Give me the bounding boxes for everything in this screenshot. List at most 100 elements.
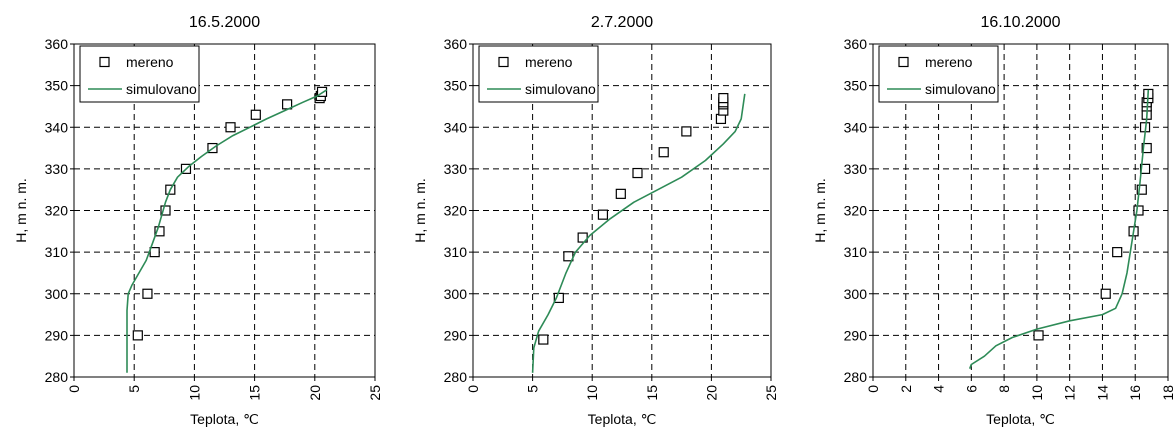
x-tick-label: 10 [186,385,202,401]
x-axis-label: Teplota, ℃ [986,411,1055,427]
series-simulovano [968,89,1150,369]
data-point [718,93,729,104]
x-tick-label: 10 [1029,385,1045,401]
data-point [681,126,692,137]
x-tick-label: 15 [644,385,660,401]
y-tick-label: 360 [444,36,468,52]
series-simulovano [126,89,328,373]
y-tick-label: 310 [444,244,468,260]
chart-panel-2: 280 290 300 310 320 330 340 350 360 0 5 10 15 20 25 2.7… [412,14,779,427]
series-line-simulovano [531,93,746,373]
x-tick-label: 25 [763,385,779,401]
series-mereno [538,93,729,345]
data-point [715,113,727,125]
y-tick-label: 360 [45,36,69,52]
x-tick-label: 0 [465,385,481,393]
data-point [1133,205,1144,216]
y-axis-label: H, m n. m. [812,178,828,243]
x-tick-label: 4 [931,385,947,393]
series-simulovano [531,93,746,373]
data-point [316,86,328,97]
y-tick-label: 340 [45,119,69,135]
x-tick-label: 5 [525,385,541,393]
legend-box [79,45,200,103]
data-point [1112,247,1123,258]
data-point [1136,184,1147,195]
data-point [250,109,261,120]
x-axis-label: Teplota, ℃ [190,411,259,427]
y-tick-label: 330 [444,161,468,177]
x-tick-label: 18 [1160,385,1176,401]
y-tick-label: 350 [444,78,468,94]
data-point [142,288,153,299]
chart-panel-3: 280 290 300 310 320 330 340 350 360 0 2 4 6 8 10 12 14 16… [812,14,1176,427]
y-axis-label: H, m n. m. [13,178,29,243]
x-tick-label: 5 [126,385,142,393]
data-point [160,205,171,216]
x-tick-label: 14 [1094,385,1110,401]
y-tick-label: 330 [45,161,69,177]
data-point [225,122,236,133]
y-tick-label: 320 [45,203,69,219]
y-tick-label: 360 [844,36,868,52]
y-tick-label: 320 [444,203,468,219]
data-point [154,226,165,237]
x-tick-label: 20 [703,385,719,401]
chart-title: 16.5.2000 [189,14,260,31]
data-point [1141,142,1152,154]
chart-panel-1: 280 290 300 310 320 330 340 350 360 0 5 10 15 20 25 16.… [13,14,383,427]
legend-label: mereno [525,54,573,70]
y-tick-label: 290 [844,327,868,343]
data-point [597,209,609,220]
legend-box [478,45,599,103]
legend-label: simulovano [525,81,596,97]
x-tick-label: 8 [996,385,1012,393]
legend-swatch-marker [99,56,110,68]
x-tick-label: 20 [307,385,323,401]
series-line-simulovano [968,89,1150,369]
data-point [615,188,626,199]
legend: mereno simulovano [878,45,999,103]
data-point [1100,288,1111,299]
y-axis-label: H, m n. m. [412,178,428,243]
x-axis-label: Teplota, ℃ [588,411,657,427]
y-tick-label: 320 [844,203,868,219]
y-tick-label: 280 [844,369,868,385]
data-point [1033,330,1044,341]
y-tick-label: 290 [45,327,69,343]
y-tick-label: 340 [444,119,468,135]
legend: mereno simulovano [478,45,599,103]
x-tick-label: 6 [963,385,979,393]
y-tick-label: 340 [844,119,868,135]
data-point [132,330,143,341]
legend-label: mereno [925,54,973,70]
x-tick-label: 15 [247,385,263,401]
y-tick-label: 280 [444,369,468,385]
legend-swatch-marker [498,56,509,68]
legend-swatch-marker [898,56,909,68]
series-line-simulovano [126,89,328,373]
y-tick-label: 300 [45,286,69,302]
legend-label: simulovano [925,81,996,97]
x-tick-label: 0 [66,385,82,393]
x-tick-label: 25 [367,385,383,401]
y-tick-label: 330 [844,161,868,177]
legend: mereno simulovano [79,45,200,103]
y-tick-label: 290 [444,327,468,343]
data-point [658,147,669,158]
legend-box [878,45,999,103]
x-tick-label: 0 [865,385,881,393]
legend-label: mereno [126,54,174,70]
y-tick-label: 300 [844,286,868,302]
y-tick-label: 300 [444,286,468,302]
chart-title: 16.10.2000 [980,14,1060,31]
legend-label: simulovano [126,81,197,97]
data-point [149,247,160,258]
x-tick-label: 16 [1127,385,1143,401]
y-tick-label: 350 [45,78,69,94]
y-tick-label: 310 [844,244,868,260]
data-point [538,334,549,345]
x-tick-label: 10 [584,385,600,401]
